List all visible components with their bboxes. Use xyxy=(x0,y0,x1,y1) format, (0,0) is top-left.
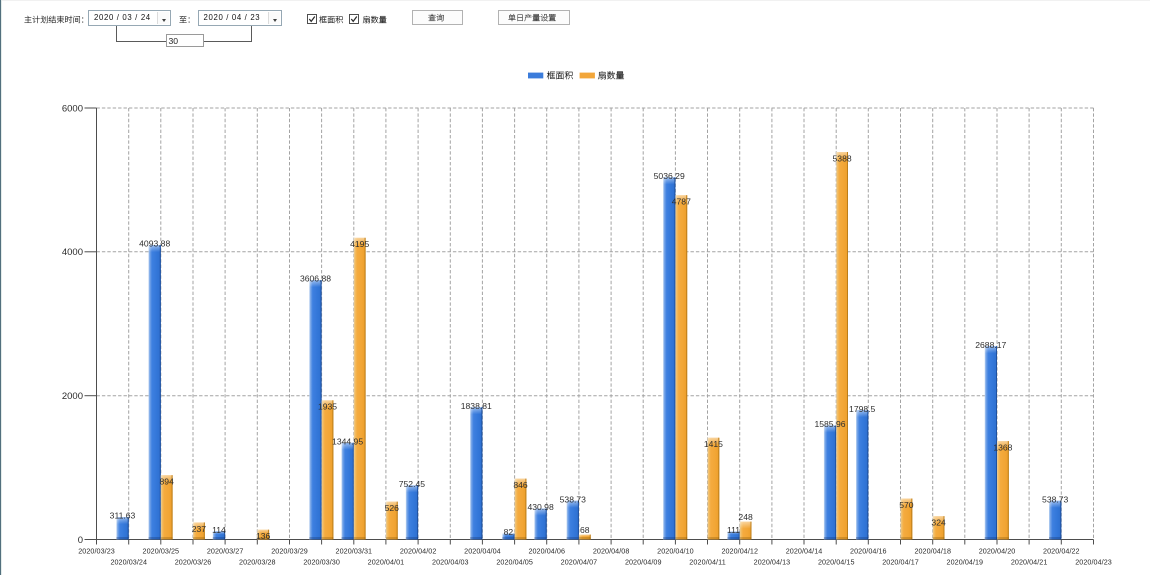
svg-text:4093.88: 4093.88 xyxy=(139,239,170,249)
svg-text:0: 0 xyxy=(78,535,83,546)
svg-text:2020/04/15: 2020/04/15 xyxy=(818,558,855,567)
svg-text:5388: 5388 xyxy=(833,153,852,163)
svg-text:2020/03/30: 2020/03/30 xyxy=(303,558,340,567)
svg-text:136: 136 xyxy=(256,531,271,541)
svg-text:2020/04/10: 2020/04/10 xyxy=(657,546,694,555)
svg-text:2020/04/06: 2020/04/06 xyxy=(528,546,565,555)
svg-text:2020/04/11: 2020/04/11 xyxy=(689,558,726,567)
svg-text:4195: 4195 xyxy=(350,239,369,249)
svg-text:2020/03/29: 2020/03/29 xyxy=(271,546,308,555)
svg-text:1585.96: 1585.96 xyxy=(814,419,845,429)
svg-text:1368: 1368 xyxy=(993,442,1012,452)
svg-text:538.73: 538.73 xyxy=(1042,494,1069,504)
svg-text:894: 894 xyxy=(160,477,175,487)
svg-text:2020/04/04: 2020/04/04 xyxy=(464,546,501,555)
svg-text:324: 324 xyxy=(931,518,946,528)
svg-text:2020/04/14: 2020/04/14 xyxy=(786,546,823,555)
svg-text:2020/04/18: 2020/04/18 xyxy=(914,546,951,555)
svg-text:2020/04/02: 2020/04/02 xyxy=(400,546,437,555)
svg-text:82: 82 xyxy=(504,527,514,537)
svg-text:2688.17: 2688.17 xyxy=(975,340,1006,350)
svg-text:68: 68 xyxy=(580,525,590,535)
svg-text:1344.95: 1344.95 xyxy=(332,436,363,446)
svg-text:526: 526 xyxy=(385,503,400,513)
svg-text:2020/03/31: 2020/03/31 xyxy=(336,546,373,555)
svg-text:2020/04/23: 2020/04/23 xyxy=(1075,558,1112,567)
svg-text:2020/04/09: 2020/04/09 xyxy=(625,558,662,567)
svg-text:3606.88: 3606.88 xyxy=(300,274,331,284)
svg-text:2020/04/07: 2020/04/07 xyxy=(561,558,598,567)
svg-text:2020/04/19: 2020/04/19 xyxy=(947,558,984,567)
svg-text:1838.81: 1838.81 xyxy=(461,401,492,411)
svg-text:2020/03/24: 2020/03/24 xyxy=(110,558,147,567)
svg-text:2020/04/20: 2020/04/20 xyxy=(979,546,1016,555)
svg-text:2020/03/25: 2020/03/25 xyxy=(143,546,180,555)
svg-text:2020/03/27: 2020/03/27 xyxy=(207,546,244,555)
svg-text:114: 114 xyxy=(212,525,226,535)
svg-text:6000: 6000 xyxy=(62,103,83,114)
svg-text:237: 237 xyxy=(192,524,207,534)
svg-text:2020/03/26: 2020/03/26 xyxy=(175,558,212,567)
svg-text:2020/04/03: 2020/04/03 xyxy=(432,558,469,567)
svg-text:1415: 1415 xyxy=(704,439,723,449)
svg-text:538.73: 538.73 xyxy=(560,494,587,504)
svg-text:2020/03/28: 2020/03/28 xyxy=(239,558,276,567)
svg-text:752.45: 752.45 xyxy=(399,479,426,489)
svg-text:2020/04/05: 2020/04/05 xyxy=(496,558,533,567)
svg-text:2020/04/12: 2020/04/12 xyxy=(721,546,758,555)
svg-text:430.98: 430.98 xyxy=(527,502,554,512)
svg-text:570: 570 xyxy=(899,500,914,510)
svg-text:2020/04/21: 2020/04/21 xyxy=(1011,558,1048,567)
svg-text:2020/03/23: 2020/03/23 xyxy=(78,546,115,555)
svg-text:1935: 1935 xyxy=(318,402,337,412)
svg-text:2020/04/13: 2020/04/13 xyxy=(754,558,791,567)
svg-text:2020/04/16: 2020/04/16 xyxy=(850,546,887,555)
svg-text:4000: 4000 xyxy=(62,247,83,258)
svg-text:311.63: 311.63 xyxy=(110,511,136,521)
svg-text:2000: 2000 xyxy=(62,391,83,402)
svg-text:1798.5: 1798.5 xyxy=(849,404,876,414)
svg-text:248: 248 xyxy=(738,512,753,522)
svg-text:2020/04/17: 2020/04/17 xyxy=(882,558,919,567)
svg-text:2020/04/22: 2020/04/22 xyxy=(1043,546,1080,555)
svg-text:846: 846 xyxy=(513,480,528,490)
svg-text:5036.29: 5036.29 xyxy=(654,171,685,181)
svg-text:111: 111 xyxy=(727,525,740,535)
svg-text:4787: 4787 xyxy=(672,197,691,207)
svg-text:2020/04/01: 2020/04/01 xyxy=(368,558,405,567)
svg-text:2020/04/08: 2020/04/08 xyxy=(593,546,630,555)
